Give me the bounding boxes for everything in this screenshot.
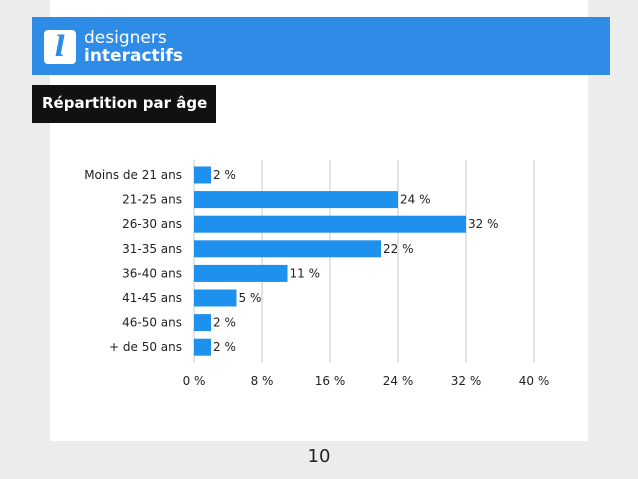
category-label: 41-45 ans [122, 291, 182, 305]
bar [194, 215, 466, 233]
value-label: 2 % [213, 340, 236, 354]
x-tick-label: 24 % [383, 374, 414, 388]
slide-title: Répartition par âge [42, 94, 208, 112]
category-label: Moins de 21 ans [84, 168, 182, 182]
logo-mark: l [44, 30, 76, 64]
value-label: 22 % [383, 242, 414, 256]
category-label: 36-40 ans [122, 266, 182, 280]
logo-line-interactifs: interactifs [84, 46, 183, 66]
bar [194, 166, 211, 184]
category-label: 21-25 ans [122, 193, 182, 207]
value-label: 2 % [213, 168, 236, 182]
logo-wordmark: designers interactifs [84, 29, 183, 65]
value-label: 5 % [239, 291, 262, 305]
category-label: 46-50 ans [122, 316, 182, 330]
logo-line-designers: designers [84, 28, 167, 48]
bar [194, 240, 381, 258]
x-tick-label: 16 % [315, 374, 346, 388]
bar [194, 289, 237, 307]
bar [194, 191, 398, 209]
slide-title-box: Répartition par âge [32, 85, 216, 123]
bar [194, 264, 288, 282]
category-label: 26-30 ans [122, 217, 182, 231]
value-label: 11 % [290, 266, 321, 280]
x-tick-label: 40 % [519, 374, 550, 388]
category-label: + de 50 ans [109, 340, 182, 354]
header-banner [32, 17, 610, 75]
bar [194, 338, 211, 356]
value-label: 32 % [468, 217, 499, 231]
x-tick-label: 8 % [251, 374, 274, 388]
bar [194, 314, 211, 332]
category-label: 31-35 ans [122, 242, 182, 256]
x-tick-label: 32 % [451, 374, 482, 388]
x-tick-label: 0 % [183, 374, 206, 388]
page-number: 10 [307, 446, 331, 467]
value-label: 2 % [213, 316, 236, 330]
value-label: 24 % [400, 193, 431, 207]
